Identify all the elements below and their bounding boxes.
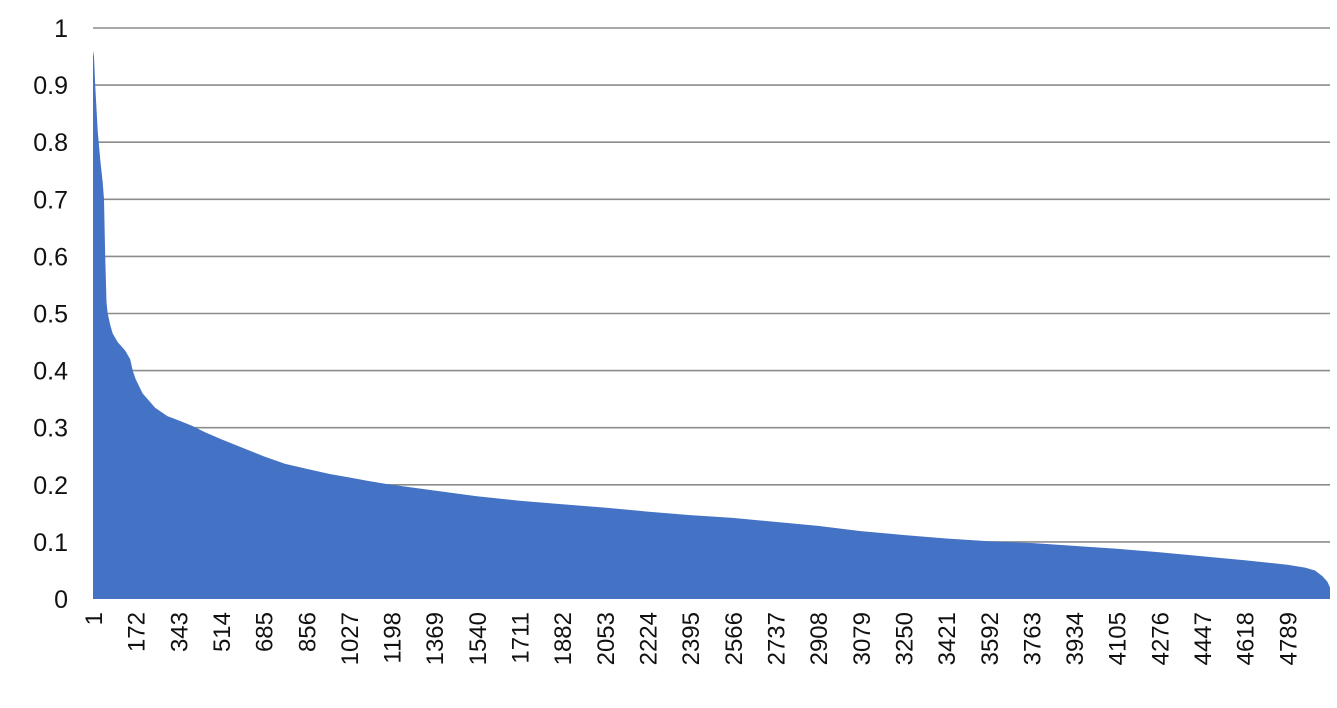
x-tick-label: 2395 [678,612,705,665]
x-tick-label: 2566 [721,612,748,665]
x-tick-label: 172 [124,612,151,652]
y-tick-label: 0.8 [33,129,68,157]
x-tick-label: 4618 [1233,612,1260,665]
x-tick-label: 514 [209,612,236,652]
x-tick-label: 1198 [380,612,407,664]
x-tick-label: 2053 [593,612,620,665]
x-tick-label: 3250 [891,612,918,665]
x-tick-label: 1369 [422,612,449,665]
x-tick-label: 685 [252,612,279,652]
x-tick-label: 1882 [550,612,577,665]
x-tick-label: 1711 [508,612,535,664]
x-tick-label: 3592 [977,612,1004,665]
x-tick-label: 4789 [1275,612,1302,665]
y-tick-label: 0.2 [33,472,68,500]
x-tick-label: 2737 [763,612,790,665]
data-area [93,50,1330,600]
x-tick-label: 3934 [1062,612,1089,665]
y-tick-label: 0.1 [33,529,68,557]
x-tick-label: 4105 [1105,612,1132,665]
y-tick-label: 0.6 [33,243,68,271]
plot-area [93,50,1330,600]
x-tick-label: 343 [166,612,193,652]
x-tick-label: 2224 [636,612,663,665]
x-tick-label: 1 [81,612,108,625]
y-tick-label: 0.7 [33,186,68,214]
x-axis-ticks: 1 172 343 514 685 856 1027 1198 1369 1540 1711 1882… [81,612,1302,665]
x-tick-label: 3421 [934,612,961,665]
y-tick-label: 1 [54,15,68,43]
x-tick-label: 4276 [1147,612,1174,665]
y-tick-label: 0.3 [33,415,68,443]
y-axis-ticks: 0 0.1 0.2 0.3 0.4 0.5 0.6 0.7 0.8 0.9 1 [33,15,68,614]
x-tick-label: 856 [294,612,321,652]
y-tick-label: 0.5 [33,301,68,329]
y-tick-label: 0.4 [33,358,68,386]
y-tick-label: 0 [54,586,68,614]
x-tick-label: 3079 [849,612,876,665]
x-tick-label: 3763 [1019,612,1046,665]
x-tick-label: 2908 [806,612,833,665]
y-tick-label: 0.9 [33,72,68,100]
x-tick-label: 1540 [465,612,492,665]
x-tick-label: 4447 [1190,612,1217,665]
x-tick-label: 1027 [337,612,364,665]
